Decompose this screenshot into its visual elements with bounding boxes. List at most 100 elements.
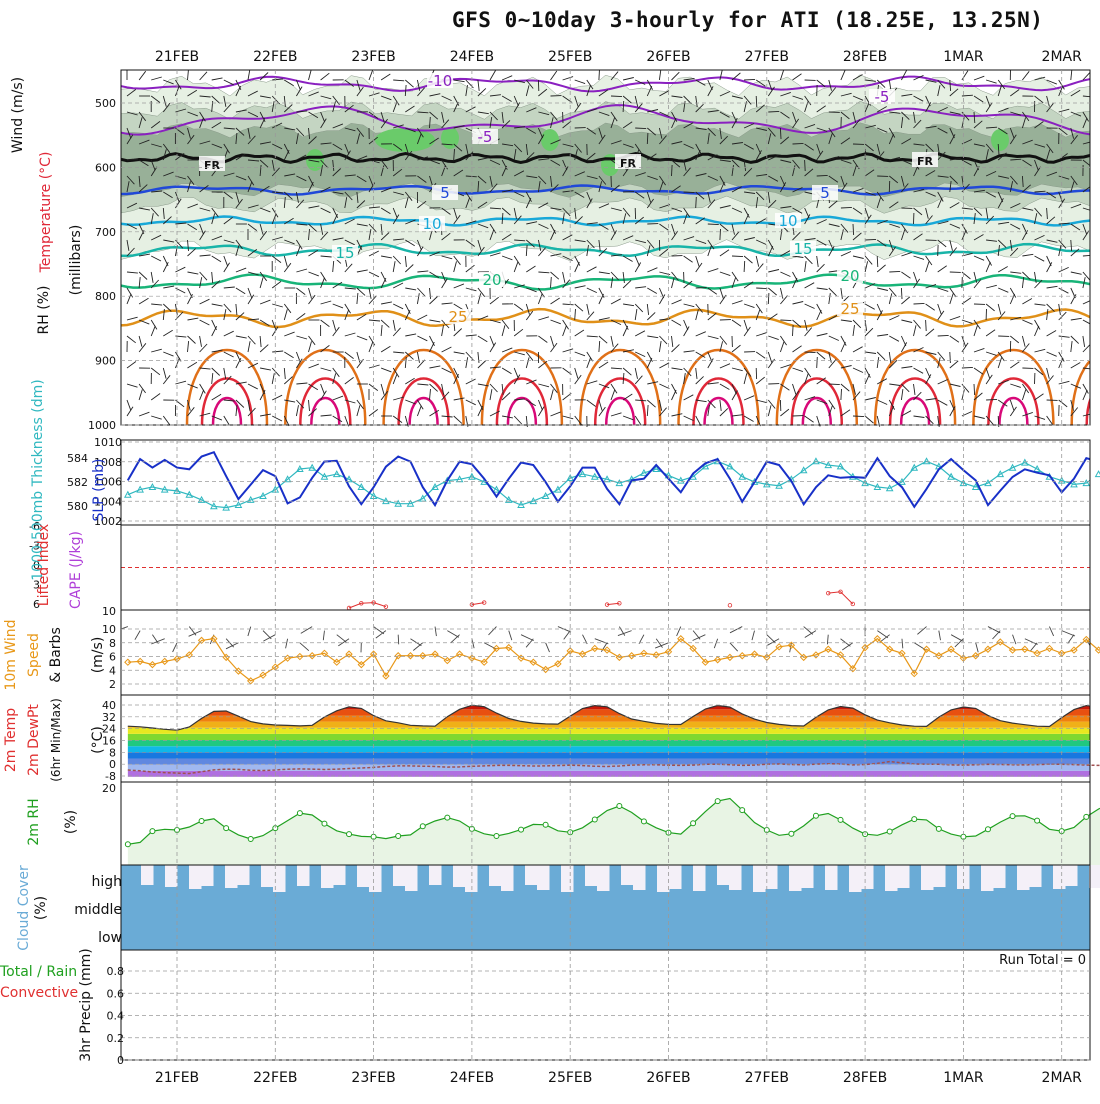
- rh2m-point: [199, 819, 204, 824]
- bottom-date-label: 23FEB: [351, 1070, 395, 1086]
- rh2m-point: [1010, 814, 1015, 819]
- top-date-label: 25FEB: [548, 49, 592, 65]
- cloud-level-label: middle: [74, 902, 122, 918]
- chart-title: GFS 0~10day 3-hourly for ATI (18.25E, 13…: [452, 8, 1043, 32]
- contour-40: [803, 398, 831, 425]
- bottom-date-label: 24FEB: [450, 1070, 494, 1086]
- contour-30: [285, 350, 365, 425]
- rh2m-point: [420, 824, 425, 829]
- panel-frame: [121, 950, 1090, 1060]
- wind10m-barbs: [114, 627, 1100, 653]
- contour-20: [121, 275, 1090, 290]
- ylabel-total-rain: Total / Rain: [0, 964, 77, 980]
- rh2m-point: [740, 808, 745, 813]
- bottom-date-label: 26FEB: [646, 1070, 690, 1086]
- top-date-label: 26FEB: [646, 49, 690, 65]
- rh-high-blob: [375, 128, 435, 152]
- bottom-date-label: 27FEB: [745, 1070, 789, 1086]
- contour-label: FR: [620, 157, 637, 170]
- ylabel-convective: Convective: [0, 985, 78, 1001]
- rh2m-point: [396, 834, 401, 839]
- ylabel-cape: CAPE (J/kg): [68, 531, 84, 609]
- contour-label: 5: [440, 184, 450, 202]
- slp-tick: 1010: [94, 436, 122, 449]
- rh2m-point: [912, 817, 917, 822]
- ylabel-dewpt: 2m DewPt: [26, 704, 42, 776]
- bottom-date-label: 2MAR: [1042, 1070, 1083, 1086]
- contour-35: [202, 379, 252, 426]
- contour-label: FR: [204, 159, 221, 172]
- cape-tick: 10: [102, 605, 116, 618]
- rh2m-point: [813, 813, 818, 818]
- top-date-label: 23FEB: [351, 49, 395, 65]
- ylabel-wind: Wind (m/s): [10, 77, 26, 153]
- lifted-index-point: [728, 604, 732, 608]
- ylabel-cloud-units: (%): [33, 896, 49, 920]
- contour-label: 25: [448, 308, 467, 326]
- contour-30: [973, 350, 1053, 425]
- contour-label: FR: [917, 155, 934, 168]
- bottom-date-label: 28FEB: [843, 1070, 887, 1086]
- pressure-tick: 500: [95, 97, 116, 110]
- contour-label: 5: [820, 184, 830, 202]
- rh2m-point: [494, 834, 499, 839]
- rh2m-point: [985, 827, 990, 832]
- ylabel-rh-units: (%): [63, 810, 79, 834]
- rh2m-point: [691, 821, 696, 826]
- rh2m-point: [838, 817, 843, 822]
- ylabel-speed: Speed: [26, 633, 42, 677]
- rh2m-point: [224, 826, 229, 831]
- precip-tick: 0.8: [107, 965, 125, 978]
- rh2m-point: [248, 837, 253, 842]
- ylabel-lifted-index: Lifted Index: [36, 524, 52, 606]
- rh2m-point: [322, 821, 327, 826]
- wind-tick: 6: [109, 651, 116, 664]
- contour-35: [300, 379, 350, 426]
- contour-40: [311, 398, 339, 425]
- top-date-label: 28FEB: [843, 49, 887, 65]
- bottom-date-label: 25FEB: [548, 1070, 592, 1086]
- contour-35: [1087, 379, 1100, 426]
- pressure-tick: 800: [95, 290, 116, 303]
- ylabel-wind10m: 10m Wind: [3, 619, 19, 690]
- panel-frame: [121, 440, 1090, 525]
- run-total-label: Run Total = 0: [999, 953, 1086, 968]
- rh2m-point: [641, 819, 646, 824]
- precip-tick: 0.2: [107, 1032, 125, 1045]
- bottom-date-label: 22FEB: [253, 1070, 297, 1086]
- lifted-index-line: [349, 603, 386, 608]
- wind-tick: 4: [109, 664, 116, 677]
- contour-40: [410, 398, 438, 425]
- ylabel-temperature: Temperature (°C): [38, 152, 54, 274]
- ylabel-temp2m: 2m Temp: [3, 708, 19, 772]
- top-date-label: 21FEB: [155, 49, 199, 65]
- bottom-date-label: 1MAR: [943, 1070, 984, 1086]
- rh2m-point: [617, 804, 622, 809]
- contour-label: 20: [840, 267, 859, 285]
- rh2m-point: [592, 817, 597, 822]
- contour-label: 15: [793, 240, 812, 258]
- contour-label: 20: [482, 271, 501, 289]
- pressure-tick: 900: [95, 355, 116, 368]
- contour-label: 10: [422, 215, 441, 233]
- contour-40: [606, 398, 634, 425]
- pressure-tick: 600: [95, 161, 116, 174]
- wind-tick: 2: [109, 678, 116, 691]
- precip-tick: 0: [117, 1054, 124, 1067]
- ylabel-slp: SLP (mb): [91, 458, 107, 521]
- rh2m-point: [543, 822, 548, 827]
- thickness-tick: 584: [67, 452, 88, 465]
- rh2m-point: [789, 831, 794, 836]
- rh2m-point: [150, 829, 155, 834]
- rh-high-blob: [991, 129, 1009, 151]
- ylabel-rh2m: 2m RH: [26, 798, 42, 845]
- contour-label: -5: [478, 128, 493, 146]
- contour-label: 25: [840, 300, 859, 318]
- thickness-tick: 580: [67, 500, 88, 513]
- wind10m-speed-line: [128, 639, 1100, 681]
- contour-label: -10: [428, 72, 453, 90]
- ylabel-barbs: & Barbs: [48, 627, 64, 683]
- slp-line: [128, 452, 1100, 513]
